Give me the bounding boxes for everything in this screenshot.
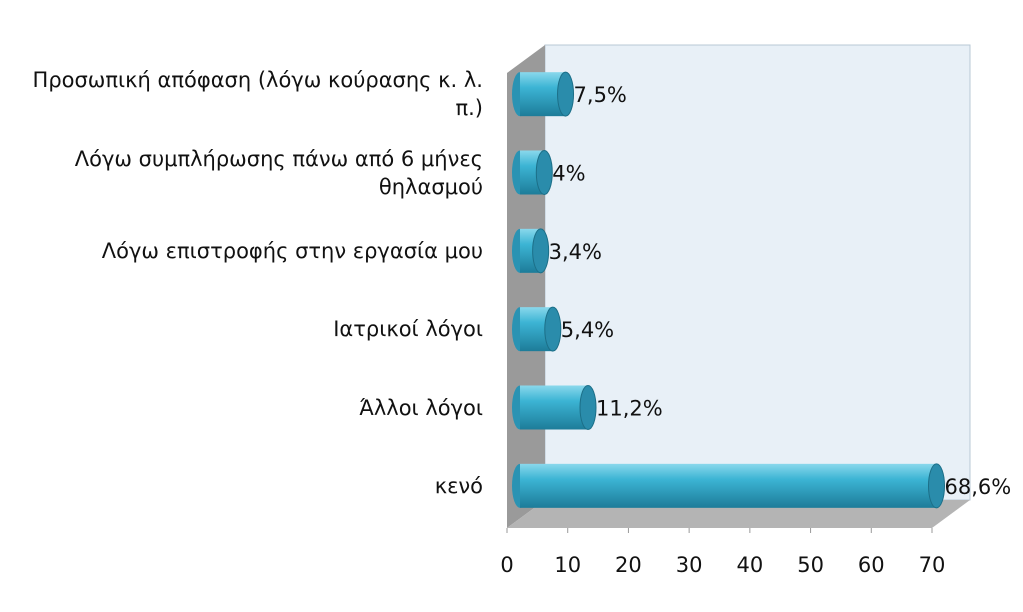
value-label: 68,6% (945, 475, 1012, 499)
value-label: 5,4% (561, 318, 614, 342)
value-label: 3,4% (549, 240, 602, 264)
bar-cap (532, 228, 550, 274)
x-tick-label: 20 (615, 553, 642, 577)
x-tick-label: 70 (919, 553, 946, 577)
bar (520, 385, 588, 430)
bar-cap (579, 385, 597, 430)
y-tick-label: κενό (434, 473, 483, 498)
x-tick-label: 0 (500, 553, 513, 577)
x-tick-label: 50 (797, 553, 824, 577)
side-wall (507, 45, 545, 528)
y-tick-label: Λόγω επιστροφής στην εργασία μου (101, 238, 483, 263)
x-tick-label: 30 (676, 553, 703, 577)
bar-cap (544, 306, 562, 352)
y-tick-label: Ιατρικοί λόγοι (333, 317, 483, 342)
x-tick-label: 10 (554, 553, 581, 577)
bar-cap (535, 150, 553, 195)
back-wall (544, 44, 971, 501)
value-label: 11,2% (596, 397, 663, 421)
x-tick-label: 60 (858, 553, 885, 577)
y-tick-label: Άλλοι λόγοι (359, 395, 483, 420)
bar (520, 463, 937, 508)
value-label: 7,5% (574, 83, 627, 107)
value-label: 4% (552, 162, 585, 186)
bar-cap (928, 463, 945, 509)
y-tick-label: Λόγω συμπλήρωσης πάνω από 6 μήνες θηλασμ… (74, 146, 483, 199)
x-tick-label: 40 (736, 553, 763, 577)
y-tick-label: Προσωπική απόφαση (λόγω κούρασης κ. λ. π… (32, 68, 483, 121)
bar-cap (557, 71, 575, 117)
